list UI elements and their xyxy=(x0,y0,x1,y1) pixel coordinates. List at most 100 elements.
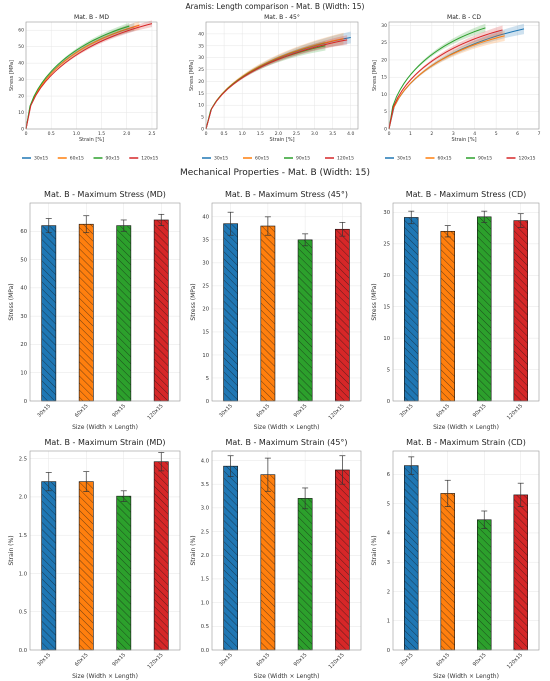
series-line-120x15 xyxy=(388,29,503,130)
legend-label-120x15: 120x15 xyxy=(519,156,536,162)
x-tick-label: 3 xyxy=(452,131,455,137)
bar-hatch-120x15 xyxy=(154,461,169,650)
bar-hatch-60x15 xyxy=(440,493,455,650)
series-band-60x15 xyxy=(389,30,505,130)
x-axis-label: Size (Width × Length) xyxy=(433,424,499,431)
y-tick-label: 1.5 xyxy=(19,533,27,539)
series-line-120x15 xyxy=(205,39,348,130)
y-tick-label: 4.0 xyxy=(201,458,209,464)
section-title: Mechanical Properties - Mat. B (Width: 1… xyxy=(180,168,370,178)
y-tick-label: 10 xyxy=(198,103,204,109)
x-tick-label: 2 xyxy=(430,131,433,137)
series-band-120x15 xyxy=(206,35,348,130)
y-tick-label: 20 xyxy=(20,342,27,348)
bar-chart-5: Mat. B - Maximum Stress (CD) 0 5 10 15 20 25 30… xyxy=(371,190,540,431)
series-band-60x15 xyxy=(26,21,140,129)
bar-hatch-30x15 xyxy=(404,465,419,650)
y-axis-label: Strain (%) xyxy=(190,535,197,565)
figure-suptitle: Aramis: Length comparison - Mat. B (Widt… xyxy=(186,2,365,11)
chart-title: Mat. B - Maximum Strain (CD) xyxy=(406,438,526,447)
x-tick-label: 1.0 xyxy=(73,131,80,137)
x-tick-label: 60x15 xyxy=(74,403,90,419)
y-tick-label: 0 xyxy=(384,127,387,133)
y-tick-label: 30 xyxy=(20,314,27,320)
x-tick-label: 120x15 xyxy=(506,652,524,670)
series-line-60x15 xyxy=(25,24,140,130)
x-tick-label: 1 xyxy=(409,131,412,137)
legend-label-60x15: 60x15 xyxy=(255,156,269,162)
x-tick-label: 30x15 xyxy=(399,403,415,419)
y-axis-label: Strain (%) xyxy=(8,535,15,565)
bar-hatch-90x15 xyxy=(298,498,313,650)
series-band-30x15 xyxy=(389,23,524,129)
y-tick-label: 20 xyxy=(18,94,24,100)
y-axis-label: Strain (%) xyxy=(371,535,378,565)
bar-hatch-120x15 xyxy=(513,220,528,401)
x-tick-label: 90x15 xyxy=(472,652,488,668)
x-tick-label: 4 xyxy=(473,131,476,137)
chart-title: Mat. B - Maximum Stress (CD) xyxy=(406,190,527,199)
x-tick-label: 60x15 xyxy=(435,403,451,419)
plot-frame xyxy=(211,202,362,402)
y-tick-label: 10 xyxy=(20,371,27,377)
bar-chart-8: Mat. B - Maximum Strain (CD) 0 1 2 3 4 5 6 30x15… xyxy=(371,438,540,680)
y-tick-label: 20 xyxy=(198,79,204,85)
x-tick-label: 30x15 xyxy=(36,403,52,419)
y-tick-label: 30 xyxy=(383,210,390,216)
legend-label-60x15: 60x15 xyxy=(70,156,84,162)
y-tick-label: 1.0 xyxy=(201,600,209,606)
x-tick-label: 90x15 xyxy=(293,403,309,419)
y-tick-label: 60 xyxy=(18,28,24,34)
y-tick-label: 0 xyxy=(387,648,390,654)
legend-label-90x15: 90x15 xyxy=(106,156,120,162)
y-tick-label: 50 xyxy=(20,257,27,263)
y-axis-label: Stress [MPa] xyxy=(372,60,378,91)
y-tick-label: 30 xyxy=(18,77,24,83)
legend-label-120x15: 120x15 xyxy=(337,156,354,162)
chart-title: Mat. B - CD xyxy=(447,14,481,21)
bar-chart-4: Mat. B - Maximum Stress (45°) 0 5 10 15 20 25 3… xyxy=(190,190,362,431)
x-tick-label: 120x15 xyxy=(506,403,524,421)
x-axis-label: Size (Width × Length) xyxy=(72,673,138,680)
plot-frame xyxy=(205,21,359,130)
bar-hatch-30x15 xyxy=(223,223,238,401)
y-tick-label: 20 xyxy=(383,273,390,279)
series-band-120x15 xyxy=(389,25,503,129)
x-tick-label: 0 xyxy=(388,131,391,137)
y-tick-label: 1.0 xyxy=(19,571,27,577)
plot-frame xyxy=(29,450,181,651)
x-axis-label: Strain [%] xyxy=(79,137,104,143)
chart-title: Mat. B - Maximum Stress (45°) xyxy=(225,190,348,199)
y-tick-label: 15 xyxy=(202,330,209,336)
bar-chart-7: Mat. B - Maximum Strain (45°) 0.0 0.5 1.0 1.… xyxy=(190,438,362,680)
y-tick-label: 2.5 xyxy=(201,529,209,535)
y-tick-label: 35 xyxy=(202,238,209,244)
plot-area xyxy=(26,22,157,129)
x-tick-label: 120x15 xyxy=(147,403,165,421)
y-tick-label: 3 xyxy=(387,560,390,566)
legend-label-60x15: 60x15 xyxy=(438,156,452,162)
x-tick-label: 120x15 xyxy=(328,652,346,670)
y-tick-label: 15 xyxy=(198,91,204,97)
y-tick-label: 25 xyxy=(198,67,204,73)
bar-hatch-90x15 xyxy=(298,239,313,401)
plot-frame xyxy=(29,202,181,402)
x-tick-label: 6 xyxy=(516,131,519,137)
y-tick-label: 30 xyxy=(198,55,204,61)
series-band-60x15 xyxy=(206,32,344,130)
series-band-30x15 xyxy=(206,31,351,130)
series-line-60x15 xyxy=(388,35,505,130)
y-axis-label: Stress (MPa) xyxy=(371,283,378,320)
x-tick-label: 1.5 xyxy=(257,131,264,137)
y-tick-label: 50 xyxy=(18,44,24,50)
series-line-120x15 xyxy=(25,23,153,130)
x-tick-label: 2.5 xyxy=(293,131,300,137)
y-tick-label: 0.5 xyxy=(201,624,209,630)
chart-title: Mat. B - Maximum Strain (MD) xyxy=(45,438,166,447)
y-tick-label: 2.5 xyxy=(19,456,27,462)
x-tick-label: 30x15 xyxy=(218,652,234,668)
x-tick-label: 90x15 xyxy=(111,403,127,419)
plot-frame xyxy=(388,21,540,130)
y-tick-label: 0 xyxy=(206,399,209,405)
y-tick-label: 25 xyxy=(202,284,209,290)
